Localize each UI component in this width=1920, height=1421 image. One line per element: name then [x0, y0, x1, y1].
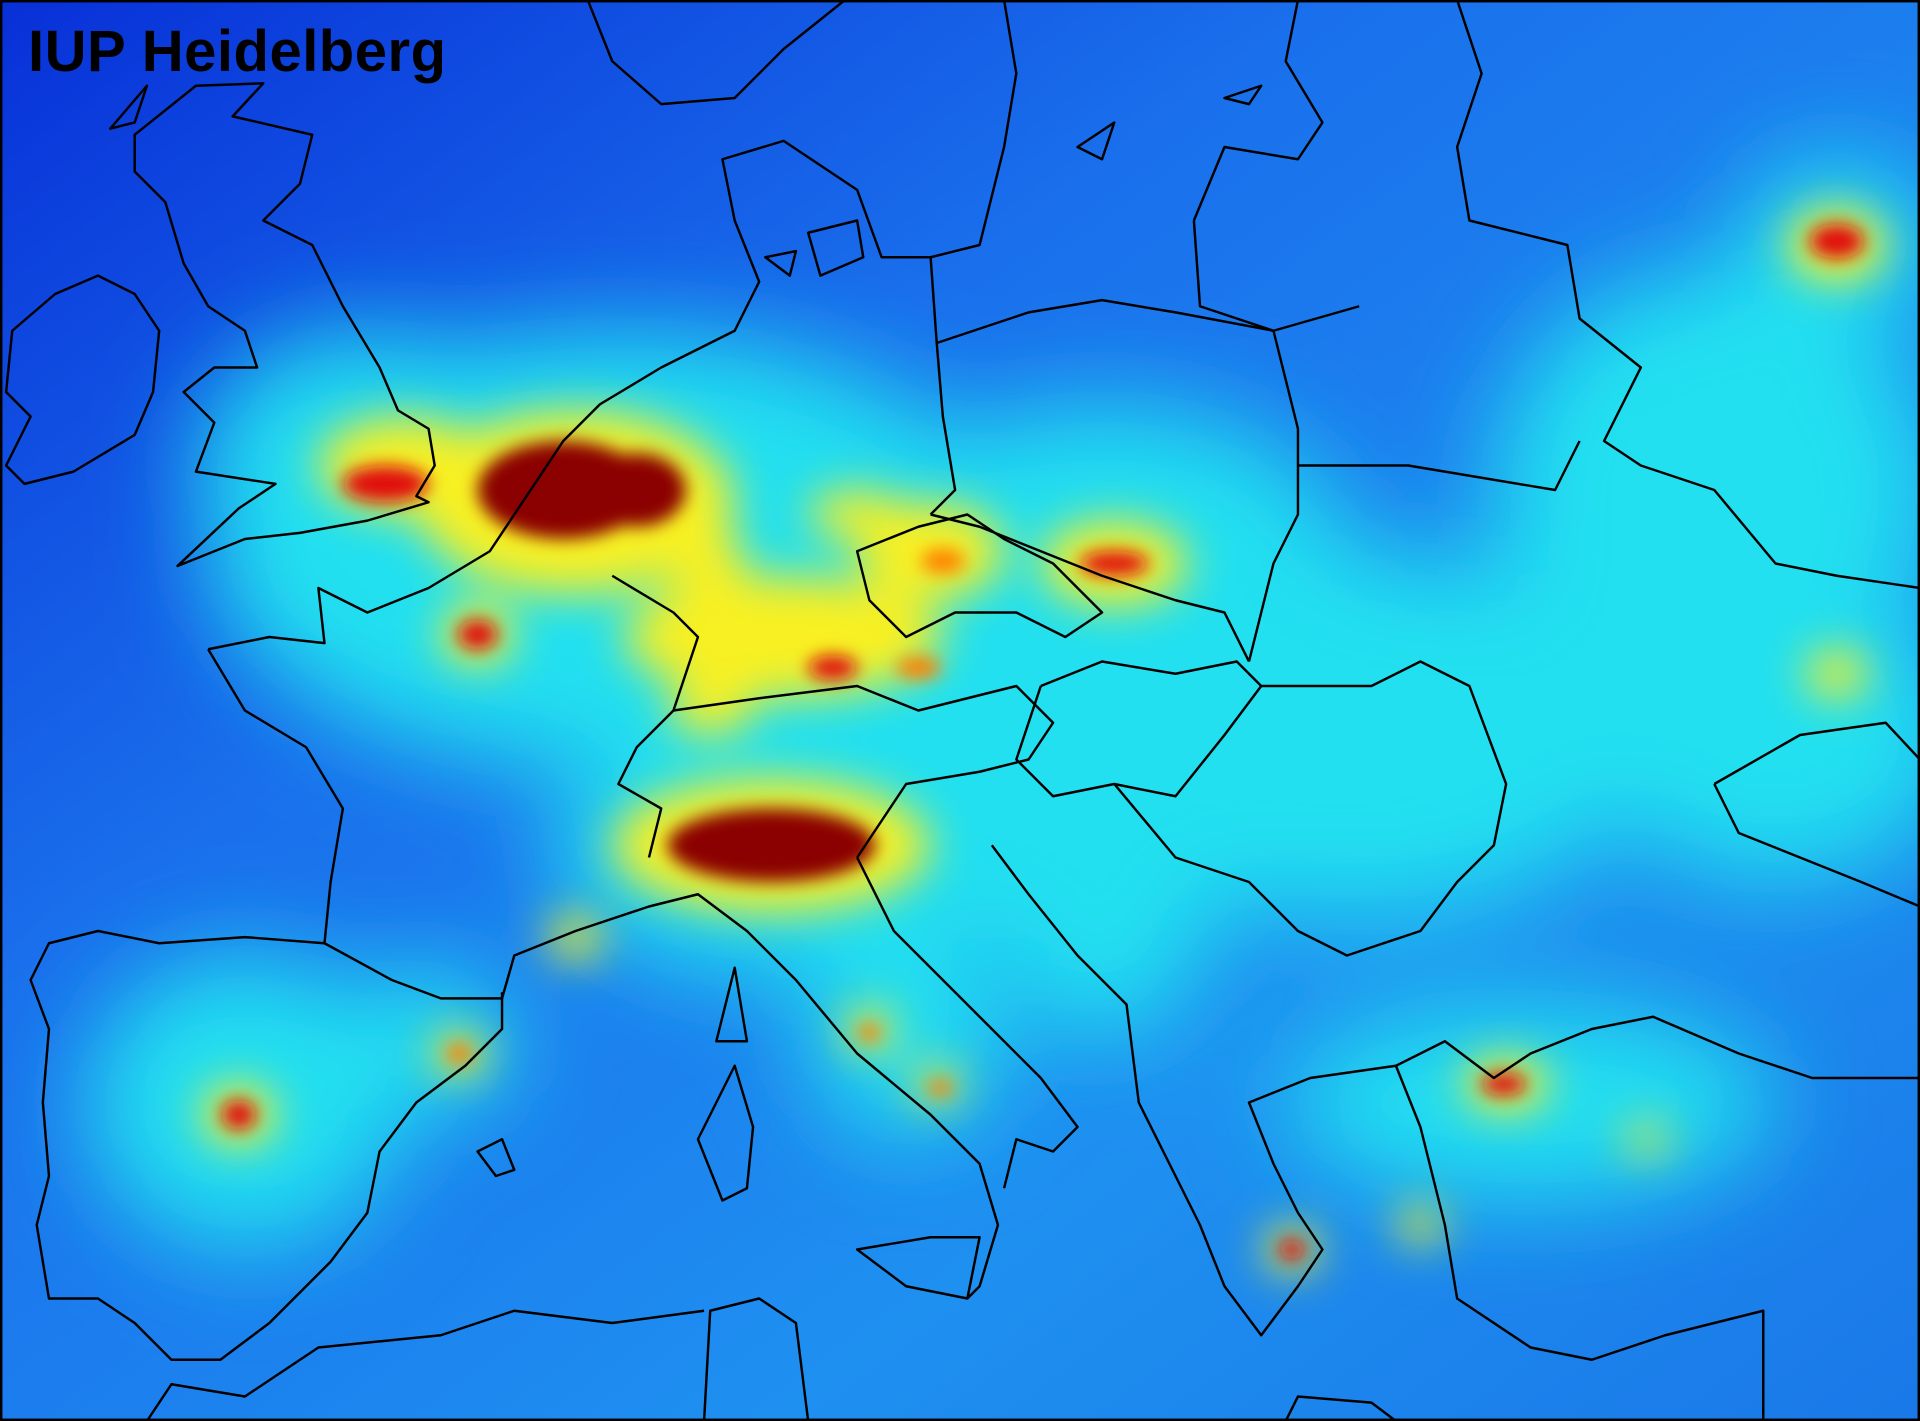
cyan-region [979, 673, 1225, 1042]
hotspot [858, 1024, 881, 1042]
hotspot [920, 548, 965, 574]
hotspot [587, 453, 686, 527]
hotspot [1080, 551, 1149, 576]
hotspot [221, 1100, 256, 1130]
hotspot [446, 1043, 472, 1064]
coastlines-and-borders [4, 0, 1920, 1421]
hotspot [1279, 1239, 1305, 1260]
hotspot [896, 656, 941, 679]
iup-heidelberg-label: IUP Heidelberg [28, 19, 447, 84]
hotspot [457, 619, 498, 650]
hotspot [342, 465, 429, 503]
hotspot [1809, 224, 1864, 259]
yellow-region [667, 686, 754, 735]
cyan-region [342, 967, 515, 1115]
yellow-region [1806, 649, 1868, 699]
yellow-region [548, 915, 603, 960]
hotspot [667, 808, 876, 882]
yellow-region [1398, 1206, 1443, 1244]
hotspot [808, 655, 858, 680]
yellow-region [808, 490, 907, 539]
hotspot-field [221, 224, 1864, 1260]
yellow-region [673, 526, 747, 625]
hotspot [1481, 1073, 1526, 1096]
yellow-region [1624, 1124, 1669, 1154]
hotspot [928, 1080, 953, 1096]
cyan-region [808, 943, 1005, 1140]
